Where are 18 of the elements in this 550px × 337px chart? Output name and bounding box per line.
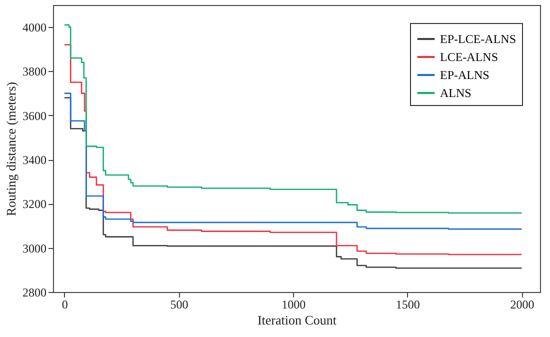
y-tick-label: 3600 [22,108,46,123]
y-tick-label: 2800 [22,286,46,300]
y-tick-label: 3800 [22,64,46,79]
y-tick-label: 3400 [22,153,46,168]
x-tick-label: 1000 [282,298,306,312]
x-tick-label: 2000 [510,298,534,312]
x-axis-title: Iteration Count [257,312,337,328]
x-tick-label: 500 [170,298,188,312]
legend-label: EP-LCE-ALNS [440,32,516,46]
legend-label: EP-ALNS [440,68,490,82]
x-tick-label: 0 [62,298,68,312]
legend-label: ALNS [440,86,472,100]
y-tick-label: 3200 [22,197,46,212]
legend-label: LCE-ALNS [440,50,498,64]
y-axis-title: Routing distance (meters) [4,82,18,216]
x-tick-label: 1500 [396,298,420,312]
y-tick-label: 3000 [22,241,46,256]
y-tick-label: 4000 [22,20,46,35]
